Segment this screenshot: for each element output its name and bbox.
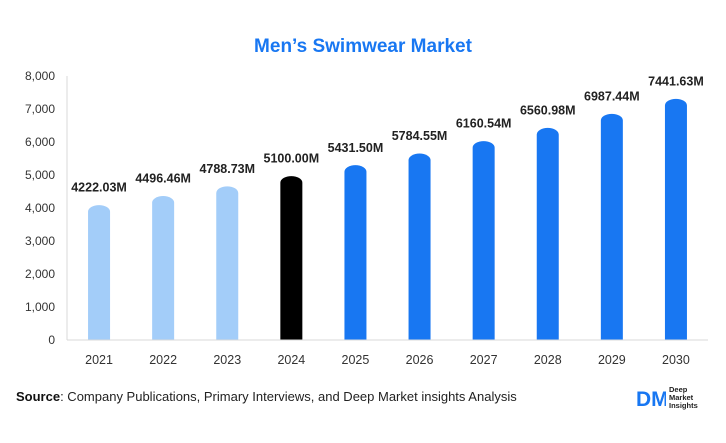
data-label-2024: 5100.00M [264, 152, 320, 166]
y-tick-label: 0 [48, 333, 55, 347]
source-note: Source: Company Publications, Primary In… [16, 389, 517, 404]
data-label-2027: 6160.54M [456, 117, 512, 131]
logo-letters: DM [636, 388, 666, 409]
y-tick-label: 4,000 [25, 201, 55, 215]
bar-chart: 0 1,000 2,000 3,000 4,000 5,000 6,000 7,000 8,00… [25, 69, 708, 367]
x-tick-label: 2024 [277, 353, 305, 367]
data-label-2030: 7441.63M [648, 74, 704, 88]
x-tick-label: 2022 [149, 353, 177, 367]
bar-2028 [536, 127, 559, 340]
bar-2027 [472, 141, 495, 340]
data-label-2023: 4788.73M [199, 162, 255, 176]
x-tick-label: 2028 [534, 353, 562, 367]
data-label-2025: 5431.50M [328, 141, 384, 155]
bar-2030 [664, 98, 687, 341]
data-label-2021: 4222.03M [71, 181, 127, 195]
bar-2022 [152, 196, 175, 340]
bar-2029 [600, 113, 623, 340]
brand-line-3: Insights [669, 401, 698, 410]
data-label-2026: 5784.55M [392, 129, 448, 143]
source-label: Source [16, 389, 61, 404]
y-tick-label: 1,000 [25, 300, 55, 314]
y-tick-label: 6,000 [25, 135, 55, 149]
brand-line-1: Deep [669, 385, 688, 394]
x-tick-label: 2027 [470, 353, 498, 367]
x-tick-label: 2029 [598, 353, 626, 367]
data-label-2022: 4496.46M [135, 172, 191, 186]
data-label-2029: 6987.44M [584, 89, 640, 103]
brand-line-2: Market [669, 393, 694, 402]
bar-2026 [408, 153, 431, 340]
value-labels: 4222.03M 4496.46M 4788.73M 5100.00M 5431.50M… [71, 74, 704, 194]
x-tick-label: 2030 [662, 353, 690, 367]
y-axis: 0 1,000 2,000 3,000 4,000 5,000 6,000 7,000 8,00… [25, 69, 68, 347]
y-tick-label: 5,000 [25, 168, 55, 182]
x-axis: 2021 2022 2023 2024 2025 2026 2027 2028 2029 2030 [67, 339, 708, 367]
bars [88, 98, 687, 341]
data-label-2028: 6560.98M [520, 103, 576, 117]
bar-2021 [88, 205, 111, 340]
brand-logo: DM Deep Market Insights [636, 384, 698, 412]
bar-2023 [216, 186, 239, 340]
dm-logo-icon: DM [636, 388, 666, 409]
chart-title: Men’s Swimwear Market [254, 36, 472, 57]
y-tick-label: 8,000 [25, 69, 55, 83]
y-tick-label: 7,000 [25, 102, 55, 116]
bar-2025 [344, 165, 367, 340]
brand-name: Deep Market Insights [669, 386, 698, 410]
x-tick-label: 2021 [85, 353, 113, 367]
x-tick-label: 2023 [213, 353, 241, 367]
y-tick-label: 2,000 [25, 267, 55, 281]
x-tick-label: 2025 [342, 353, 370, 367]
source-text: : Company Publications, Primary Intervie… [60, 389, 517, 404]
x-tick-label: 2026 [406, 353, 434, 367]
bar-2024 [280, 176, 303, 340]
y-tick-label: 3,000 [25, 234, 55, 248]
